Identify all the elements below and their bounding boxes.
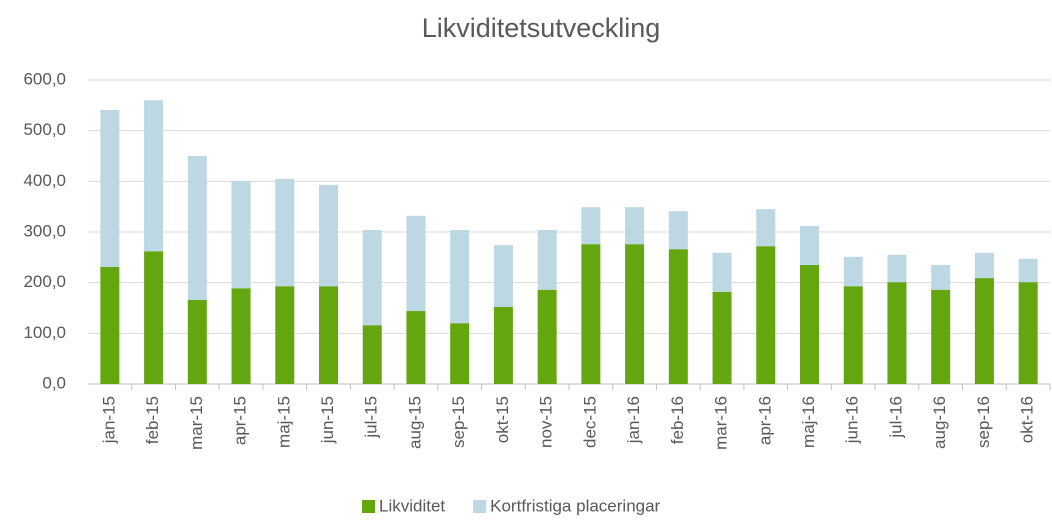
- x-tick-label: jun-16: [843, 396, 862, 444]
- bar-segment: [144, 251, 164, 384]
- bar-segment: [231, 288, 251, 384]
- legend-label: Likviditet: [379, 496, 445, 515]
- x-tick-label: sep-15: [449, 396, 468, 448]
- bar-segment: [800, 225, 819, 265]
- bar-segment: [931, 264, 951, 290]
- x-tick-label: apr-16: [755, 396, 774, 445]
- x-tick-label: apr-15: [231, 396, 250, 445]
- x-tick-label: mar-15: [187, 396, 206, 450]
- bar-segment: [187, 156, 207, 300]
- x-tick-label: mar-16: [712, 396, 731, 450]
- x-tick-label: feb-15: [143, 396, 162, 444]
- bar-segment: [756, 246, 776, 384]
- bar-segment: [406, 215, 426, 312]
- x-tick-label: nov-15: [537, 396, 556, 448]
- x-tick-label: aug-15: [405, 396, 424, 449]
- x-tick-label: jun-15: [318, 396, 337, 444]
- bar-segment: [1018, 282, 1038, 384]
- bar-segment: [231, 181, 251, 289]
- bar-segment: [450, 323, 470, 384]
- bar-segment: [712, 252, 732, 292]
- bar-segment: [275, 286, 295, 384]
- y-tick-label: 100,0: [23, 323, 66, 342]
- x-tick-label: aug-16: [930, 396, 949, 449]
- legend-label: Kortfristiga placeringar: [490, 496, 660, 515]
- bar-segment: [931, 289, 951, 384]
- x-tick-label: okt-16: [1018, 396, 1037, 443]
- x-tick-label: feb-16: [668, 396, 687, 444]
- x-tick-label: jul-16: [886, 396, 905, 439]
- bar-segment: [887, 282, 907, 384]
- bar-segment: [668, 211, 688, 250]
- x-tick-label: maj-15: [274, 396, 293, 448]
- bar-segment: [712, 291, 732, 384]
- bar-segment: [144, 100, 164, 252]
- x-tick-label: sep-16: [974, 396, 993, 448]
- x-tick-label: okt-15: [493, 396, 512, 443]
- bar-segment: [319, 184, 338, 287]
- x-tick-label: jan-16: [624, 396, 643, 444]
- bar-segment: [187, 299, 207, 384]
- y-tick-label: 200,0: [23, 272, 66, 291]
- bar-segment: [625, 207, 645, 245]
- bar-segment: [100, 109, 120, 267]
- bar-segment: [406, 311, 426, 384]
- legend-swatch: [473, 500, 487, 513]
- y-tick-label: 600,0: [23, 69, 66, 88]
- bar-segment: [581, 207, 601, 245]
- x-tick-label: maj-16: [799, 396, 818, 448]
- bar-segment: [974, 252, 994, 279]
- bar-segment: [493, 245, 513, 307]
- y-tick-label: 500,0: [23, 120, 66, 139]
- legend-swatch: [362, 500, 375, 513]
- bar-segment: [450, 229, 470, 324]
- x-tick-label: jul-15: [362, 396, 381, 439]
- y-tick-label: 400,0: [23, 171, 66, 190]
- bar-segment: [319, 286, 338, 384]
- bar-segment: [581, 244, 601, 384]
- chart-title: Likviditetsutveckling: [422, 13, 661, 43]
- bar-segment: [843, 256, 863, 287]
- bar-segment: [668, 249, 688, 384]
- bar-segment: [493, 306, 513, 384]
- x-tick-label: dec-15: [580, 396, 599, 448]
- bar-segment: [100, 266, 120, 384]
- bar-segment: [800, 264, 819, 384]
- bar-segment: [362, 229, 382, 326]
- bar-segment: [887, 254, 907, 283]
- bar-segment: [275, 178, 295, 287]
- bar-segment: [537, 289, 557, 384]
- bar-segment: [625, 244, 645, 384]
- bar-segment: [537, 229, 557, 290]
- bar-segment: [843, 286, 863, 384]
- y-tick-label: 0,0: [42, 373, 66, 392]
- y-tick-label: 300,0: [23, 221, 66, 240]
- bar-segment: [1018, 258, 1038, 283]
- bar-segment: [362, 325, 382, 384]
- x-tick-label: jan-15: [99, 396, 118, 444]
- bar-segment: [974, 278, 994, 384]
- bar-segment: [756, 209, 776, 247]
